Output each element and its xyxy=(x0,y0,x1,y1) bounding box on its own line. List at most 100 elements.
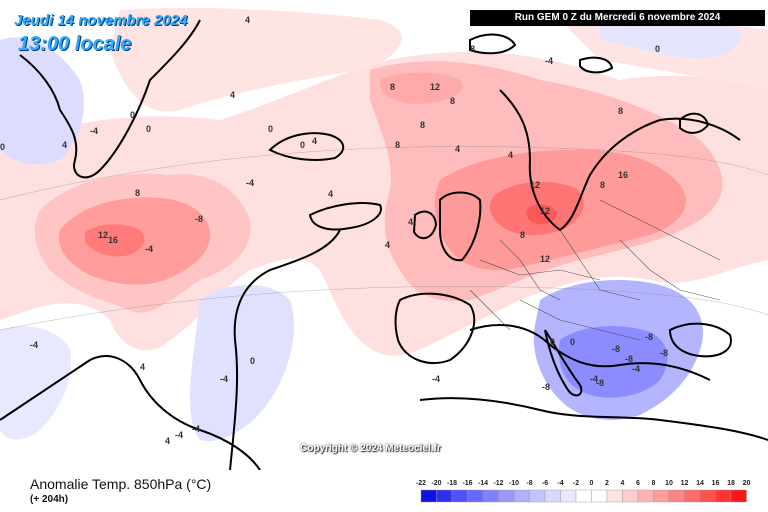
legend-color-swatch xyxy=(498,489,515,503)
coastline-north-africa xyxy=(419,397,768,441)
legend-color-swatch xyxy=(653,489,670,503)
coastline-black-sea xyxy=(668,322,732,358)
forecast-date: Jeudi 14 novembre 2024 xyxy=(14,12,188,29)
contour-label: -8 xyxy=(542,382,550,392)
legend-color-swatch xyxy=(436,489,453,503)
contour-label: 12 xyxy=(530,180,540,190)
contour-label: 16 xyxy=(108,235,118,245)
anomaly-region-negative-atlantic xyxy=(190,285,294,441)
contour-label: -8 xyxy=(645,332,653,342)
contour-label: 12 xyxy=(430,82,440,92)
legend-color-swatch xyxy=(560,489,577,503)
legend-tick-label: 14 xyxy=(696,480,704,487)
legend-color-swatch xyxy=(544,489,561,503)
contour-label: -4 xyxy=(145,244,153,254)
legend-color-swatch xyxy=(575,489,592,503)
coastline-british-isles xyxy=(439,191,482,262)
legend-color-swatch xyxy=(529,489,546,503)
legend-color-swatch xyxy=(467,489,484,503)
legend-tick-label: 8 xyxy=(652,480,656,487)
anomaly-region-negative-balkans-8 xyxy=(558,326,668,398)
contour-label: 0 xyxy=(268,124,273,134)
contour-label: 12 xyxy=(98,230,108,240)
legend-color-swatch xyxy=(482,489,499,503)
legend-tick-label: 18 xyxy=(727,480,735,487)
contour-label: 16 xyxy=(618,170,628,180)
contour-label: 8 xyxy=(420,120,425,130)
contour-label: 4 xyxy=(328,189,333,199)
legend-color-swatch xyxy=(606,489,623,503)
anomaly-region-negative-greenland xyxy=(0,37,84,165)
anomaly-map: 0 4 8 12 16 -4 -8 -4 -4 0 4 8 12 12 12 8 8 16 12 8 8 4 4 4 4 0 0 -4… xyxy=(0,8,768,470)
legend-tick-label: -10 xyxy=(509,480,519,487)
coastline-italy xyxy=(544,329,583,397)
contour-label: 4 xyxy=(140,362,145,372)
legend-color-swatch xyxy=(637,489,654,503)
contour-label: -4 xyxy=(432,374,440,384)
contour-label: -8 xyxy=(596,378,604,388)
coastline-iberia xyxy=(394,292,476,365)
contour-label: 4 xyxy=(508,150,513,160)
forecast-time: 13:00 locale xyxy=(18,33,132,55)
product-title: Anomalie Temp. 850hPa (°C) xyxy=(30,476,212,492)
legend-color-swatch xyxy=(684,489,701,503)
contour-label: 8 xyxy=(390,82,395,92)
legend-tick-label: -22 xyxy=(416,480,426,487)
contour-label: 0 xyxy=(550,337,555,347)
legend-color-swatch xyxy=(591,489,608,503)
legend-tick-label: 10 xyxy=(665,480,673,487)
legend-tick-label: 2 xyxy=(605,480,609,487)
contour-label: -4 xyxy=(632,364,640,374)
coastline-newfoundland xyxy=(308,202,382,231)
contour-label: -4 xyxy=(175,430,183,440)
contour-label: -8 xyxy=(660,348,668,358)
color-scale-legend: -22 -20 -18 -16 -14 -12 -10 -8 -6 -4 -2 0 2 4 6 8 10 12 14… xyxy=(416,480,750,503)
anomaly-region-positive-12 xyxy=(85,224,145,257)
country-borders xyxy=(469,199,721,341)
legend-color-swatch xyxy=(420,489,437,503)
contour-label: 4 xyxy=(165,436,170,446)
contour-label: 4 xyxy=(408,217,413,227)
contour-label: 4 xyxy=(455,144,460,154)
anomaly-region-negative-ne xyxy=(600,17,741,59)
contour-label: 8 xyxy=(600,180,605,190)
coastline-novaya-zemlya xyxy=(679,112,710,134)
contour-label: -4 xyxy=(545,56,553,66)
contour-label: 0 xyxy=(570,337,575,347)
anomaly-region-negative-sw xyxy=(0,326,71,440)
contour-label: -8 xyxy=(625,354,633,364)
legend-tick-label: -20 xyxy=(431,480,441,487)
coastlines xyxy=(0,19,768,470)
coastline-ireland xyxy=(412,210,438,240)
contour-label: 8 xyxy=(135,188,140,198)
contour-label: -4 xyxy=(30,340,38,350)
legend-tick-label: -8 xyxy=(526,480,532,487)
legend-tick-label: -18 xyxy=(447,480,457,487)
contour-label: 12 xyxy=(540,254,550,264)
contour-label: 0 xyxy=(0,142,5,152)
coastline-mediterranean xyxy=(469,324,711,381)
legend-tick-label: 0 xyxy=(590,480,594,487)
legend-color-swatch xyxy=(699,489,716,503)
coastline-scandinavia xyxy=(499,89,741,232)
legend-tick-label: 4 xyxy=(621,480,625,487)
legend-tick-label: 6 xyxy=(636,480,640,487)
copyright-watermark: Copyright © 2024 Meteociel.fr xyxy=(300,443,441,454)
legend-color-swatch xyxy=(715,489,732,503)
run-banner: Run GEM 0 Z du Mercredi 6 novembre 2024 xyxy=(470,10,765,26)
contour-label: 0 xyxy=(250,356,255,366)
anomaly-region-weak-positive-north xyxy=(110,8,402,112)
contour-label: 4 xyxy=(230,90,235,100)
legend-tick-label: 20 xyxy=(743,480,750,487)
contour-label: 8 xyxy=(470,44,475,54)
legend-tick-label: -12 xyxy=(493,480,503,487)
legend-tick-label: -16 xyxy=(462,480,472,487)
legend-tick-label: 16 xyxy=(712,480,720,487)
coastline-svalbard xyxy=(579,56,614,74)
legend-color-swatch xyxy=(513,489,530,503)
contour-label: -4 xyxy=(90,126,98,136)
contour-label: -8 xyxy=(195,214,203,224)
coastline-eastern-us xyxy=(0,355,261,470)
contour-label: -4 xyxy=(246,178,254,188)
contour-label: 8 xyxy=(450,96,455,106)
